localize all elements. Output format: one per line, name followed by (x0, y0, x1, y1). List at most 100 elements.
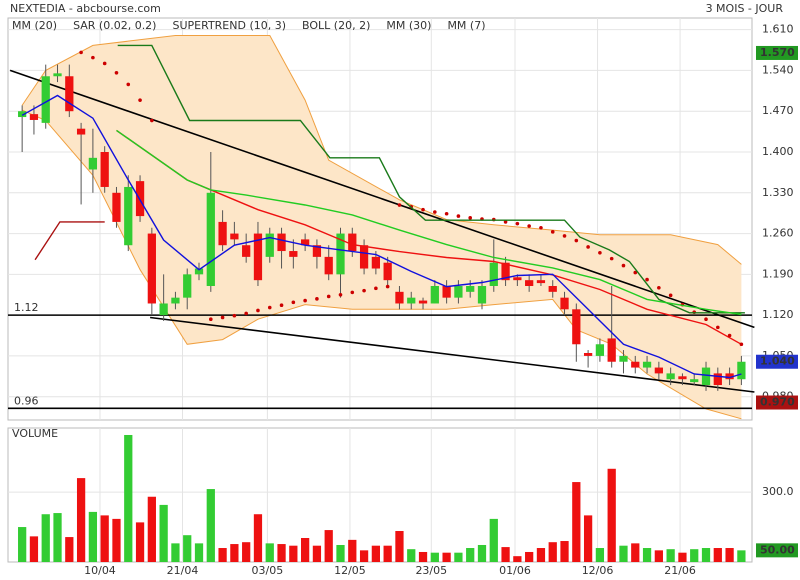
sar-dot (385, 284, 390, 289)
candle-body (477, 286, 487, 304)
x-tick-label: 12/05 (334, 564, 366, 577)
x-tick-label: 21/06 (664, 564, 696, 577)
sar-dot (586, 245, 590, 249)
candle-body (112, 192, 121, 222)
candle-body (194, 268, 204, 275)
candle-body (595, 344, 605, 356)
legend-entry: MM (20) (12, 19, 57, 32)
candle-body (183, 274, 192, 298)
volume-bar (501, 547, 510, 562)
sar-dot (621, 263, 626, 268)
x-tick-label: 23/05 (415, 564, 447, 577)
volume-bar (525, 551, 534, 562)
sar-dot (209, 317, 213, 322)
candle-body (289, 251, 298, 257)
volume-bar (454, 552, 463, 562)
volume-marker (756, 543, 798, 558)
volume-bar (713, 548, 722, 562)
volume-bar (359, 550, 369, 562)
volume-bar (336, 544, 345, 562)
volume-bar (607, 468, 616, 562)
volume-bar (583, 515, 593, 562)
sar-dot (397, 203, 402, 207)
volume-bar (430, 552, 439, 562)
sar-dot (303, 298, 307, 303)
candle-body (501, 262, 510, 281)
candle-body (88, 157, 98, 170)
candle-body (65, 76, 74, 112)
sar-dot (79, 50, 83, 55)
volume-bar (301, 537, 310, 562)
x-tick-label: 10/04 (84, 564, 116, 577)
volume-bar (536, 548, 546, 562)
volume-bar (595, 548, 605, 562)
candle-body (572, 309, 581, 345)
x-tick-label: 12/06 (582, 564, 614, 577)
x-tick-label: 03/05 (252, 564, 284, 577)
sar-dot (244, 311, 248, 316)
volume-bar (737, 550, 746, 562)
x-tick-label: 01/06 (499, 564, 531, 577)
sar-dot (374, 286, 378, 291)
volume-bar (147, 496, 156, 562)
level-label: 0.96 (14, 394, 39, 407)
candle-body (124, 186, 133, 246)
sar-dot (657, 285, 661, 290)
candle-body (230, 233, 239, 240)
candle-body (631, 361, 640, 368)
volume-bar (265, 543, 274, 562)
volume-bar (289, 545, 298, 562)
trendline (9, 69, 755, 329)
volume-bar (218, 548, 227, 562)
volume-bar (678, 552, 687, 562)
volume-bar (513, 556, 522, 562)
sar-dot (267, 305, 272, 310)
candle-body (41, 76, 50, 123)
sar-dot (444, 211, 449, 216)
volume-bar (489, 518, 498, 562)
volume-bar (171, 543, 180, 562)
volume-bar (253, 514, 263, 562)
candle-body (324, 256, 333, 275)
candle-body (642, 361, 652, 368)
price-marker (756, 45, 798, 60)
y-tick-label: 1.470 (762, 104, 794, 117)
legend-entry: MM (30) (386, 19, 431, 32)
sar-dot (350, 290, 355, 295)
volume-bar (41, 514, 50, 562)
sar-dot (91, 55, 95, 60)
candle-body (583, 353, 593, 356)
sar-dot (421, 207, 425, 212)
sar-dot (256, 308, 260, 313)
volume-bar (312, 545, 322, 562)
indicator-line (116, 129, 742, 345)
volume-bar (65, 537, 74, 562)
volume-bar (100, 515, 109, 562)
sar-dot (515, 221, 520, 226)
sar-dot (562, 234, 567, 238)
candle-body (737, 361, 746, 380)
y-tick-label: 300.0 (762, 485, 794, 498)
indicator-line (34, 221, 105, 261)
candle-body (348, 233, 357, 252)
sar-dot (138, 98, 142, 102)
y-tick-label: 1.260 (762, 227, 794, 240)
volume-bar (654, 550, 663, 562)
candle-body (265, 233, 274, 257)
volume-bar (642, 548, 652, 562)
candle-body (654, 367, 663, 374)
candle-body (242, 245, 251, 257)
sar-dot (598, 250, 602, 255)
candle-body (395, 291, 404, 304)
candle-body (442, 286, 451, 298)
legend-entry: SAR (0.02, 0.2) (73, 19, 156, 32)
volume-bar (194, 543, 204, 562)
candle-body (466, 286, 475, 292)
volume-bar (88, 511, 98, 562)
candle-body (513, 277, 522, 281)
y-tick-label: 1.120 (762, 308, 794, 321)
candle-body (454, 286, 463, 298)
sar-dot (150, 118, 154, 123)
boll-fill (22, 35, 742, 419)
